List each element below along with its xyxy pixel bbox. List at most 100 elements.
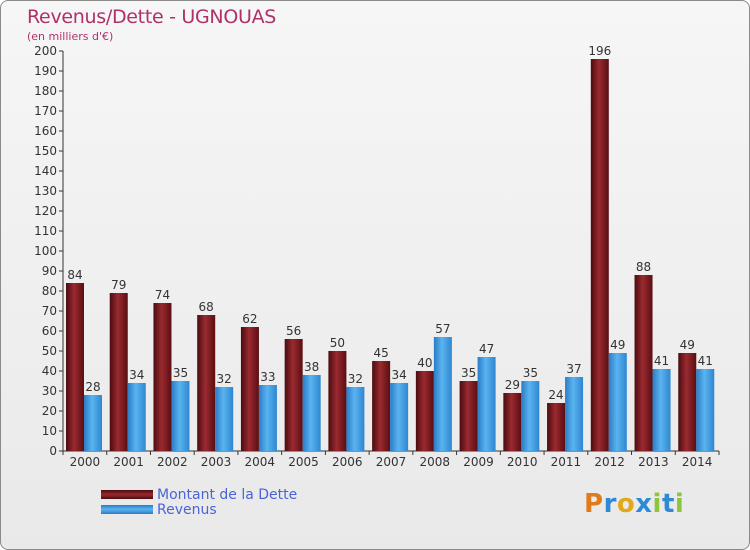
legend-label-revenue: Revenus	[157, 501, 217, 518]
chart-subtitle: (en milliers d'€)	[27, 30, 114, 43]
data-label-revenue: 33	[260, 370, 275, 384]
data-label-revenue: 35	[523, 366, 538, 380]
data-label-debt: 88	[636, 260, 651, 274]
x-axis: 2000 2001 2002 2003 2004 2005 2006 2007 2008 2009…	[62, 450, 720, 469]
data-label-debt: 40	[417, 356, 432, 370]
legend-item-debt: Montant de la Dette	[101, 487, 297, 502]
data-label-debt: 68	[199, 300, 214, 314]
chart-title: Revenus/Dette - UGNOUAS	[27, 6, 277, 28]
data-label-debt: 29	[505, 378, 520, 392]
legend: Montant de la Dette Revenus	[101, 487, 297, 517]
bar-debt	[415, 371, 434, 451]
y-tick-label: 20	[42, 404, 57, 418]
data-label-debt: 49	[680, 338, 695, 352]
logo-letter: i	[652, 489, 662, 519]
y-tick-label: 130	[34, 184, 57, 198]
bar-debt	[503, 393, 522, 451]
legend-swatch-revenue	[101, 505, 153, 514]
bars	[66, 59, 715, 451]
bar-revenue	[521, 381, 540, 451]
x-tick-label: 2001	[113, 455, 144, 469]
data-label-revenue: 34	[391, 368, 406, 382]
bar-revenue	[215, 387, 234, 451]
legend-label-debt: Montant de la Dette	[157, 486, 298, 503]
data-label-debt: 50	[330, 336, 345, 350]
bar-revenue	[652, 369, 671, 451]
bar-revenue	[171, 381, 190, 451]
y-tick-label: 160	[34, 124, 57, 138]
data-label-revenue: 41	[654, 354, 669, 368]
y-tick-label: 170	[34, 104, 57, 118]
bar-revenue	[302, 375, 321, 451]
y-tick-label: 30	[42, 384, 57, 398]
x-tick-label: 2013	[638, 455, 669, 469]
data-label-revenue: 35	[173, 366, 188, 380]
legend-swatch-debt	[101, 490, 153, 499]
proxiti-logo: Proxiti	[584, 489, 684, 519]
data-label-revenue: 32	[217, 372, 232, 386]
y-tick-label: 90	[42, 264, 57, 278]
x-tick-label: 2008	[419, 455, 450, 469]
x-tick-label: 2010	[507, 455, 538, 469]
x-tick-label: 2007	[376, 455, 407, 469]
x-tick-label: 2003	[201, 455, 232, 469]
legend-item-revenue: Revenus	[101, 502, 297, 517]
bar-revenue	[258, 385, 277, 451]
bar-debt	[109, 293, 128, 451]
y-tick-label: 60	[42, 324, 57, 338]
y-tick-label: 100	[34, 244, 57, 258]
bar-debt	[197, 315, 216, 451]
y-tick-label: 70	[42, 304, 57, 318]
data-label-revenue: 32	[348, 372, 363, 386]
y-tick-label: 110	[34, 224, 57, 238]
bar-debt	[153, 303, 172, 451]
bar-revenue	[565, 377, 584, 451]
x-tick-label: 2006	[332, 455, 363, 469]
y-axis: 0 10 20 30 40 50 60 70 80 90 100 110 120 130 140 150 160…	[34, 44, 64, 458]
bar-debt	[634, 275, 653, 451]
x-tick-label: 2009	[463, 455, 494, 469]
data-label-revenue: 47	[479, 342, 494, 356]
bar-debt	[372, 361, 391, 451]
bar-debt	[66, 283, 84, 451]
data-label-revenue: 38	[304, 360, 319, 374]
logo-letter: o	[616, 489, 636, 519]
data-label-debt: 84	[67, 268, 82, 282]
data-label-revenue: 49	[610, 338, 625, 352]
y-tick-label: 140	[34, 164, 57, 178]
x-tick-label: 2004	[245, 455, 276, 469]
bar-revenue	[346, 387, 365, 451]
bar-revenue	[390, 383, 409, 451]
data-label-debt: 79	[111, 278, 126, 292]
x-tick-label: 2012	[594, 455, 625, 469]
y-tick-label: 40	[42, 364, 57, 378]
logo-letter: r	[603, 489, 617, 519]
bar-revenue	[127, 383, 146, 451]
y-tick-label: 50	[42, 344, 57, 358]
y-tick-label: 10	[42, 424, 57, 438]
logo-letter: i	[674, 489, 685, 519]
bar-revenue	[696, 369, 715, 451]
bar-debt	[284, 339, 303, 451]
data-label-debt: 24	[548, 388, 563, 402]
data-label-debt: 62	[242, 312, 257, 326]
data-label-debt: 35	[461, 366, 476, 380]
x-tick-label: 2014	[682, 455, 713, 469]
data-label-debt: 56	[286, 324, 301, 338]
bar-revenue	[84, 395, 102, 451]
logo-letter: t	[661, 489, 675, 519]
bar-debt	[678, 353, 697, 451]
y-tick-label: 190	[34, 64, 57, 78]
logo-letter: P	[584, 489, 604, 519]
data-labels: 8428793474356832623356385032453440573547…	[67, 44, 713, 402]
bar-debt	[459, 381, 478, 451]
bar-debt	[547, 403, 566, 451]
data-label-debt: 45	[373, 346, 388, 360]
y-tick-label: 0	[49, 444, 57, 458]
bar-debt	[328, 351, 347, 451]
x-tick-label: 2011	[551, 455, 582, 469]
bar-revenue	[433, 337, 452, 451]
x-tick-label: 2005	[288, 455, 319, 469]
